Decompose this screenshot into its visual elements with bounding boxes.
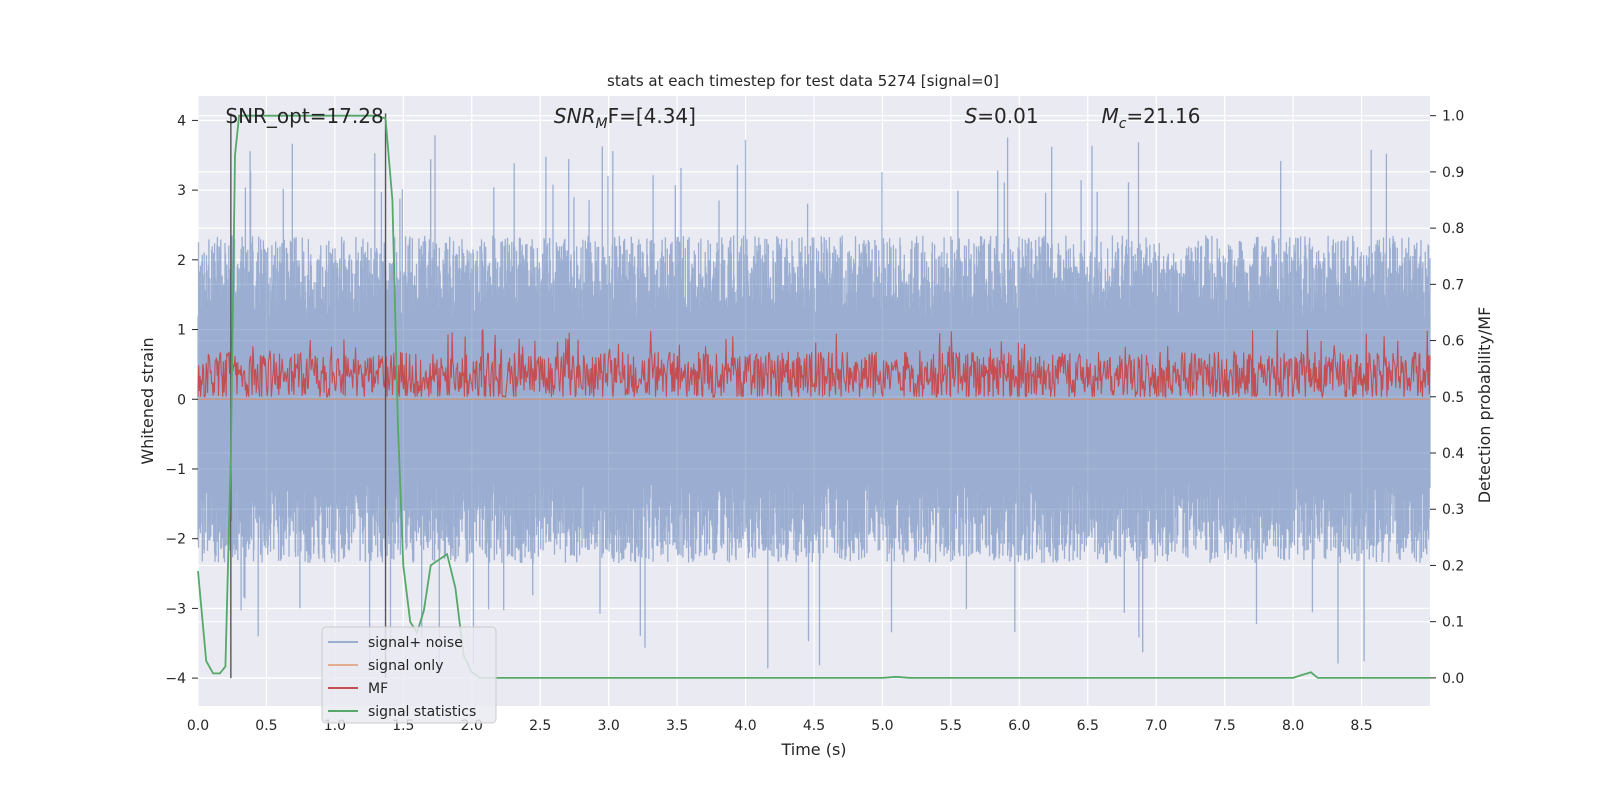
y-right-tick-label: 0.8 [1442, 221, 1464, 237]
x-axis-label: Time (s) [780, 740, 846, 759]
y-left-tick-label: 4 [177, 113, 186, 129]
x-tick-label: 0.5 [255, 718, 277, 734]
legend-box [321, 626, 497, 724]
annotations: SNR_opt=17.28 SNRMF=[4.34] S=0.01 Mc=21.16 [225, 104, 1200, 132]
data-layer [197, 135, 1431, 675]
y-right-tick-label: 1.0 [1442, 109, 1464, 125]
annotation-3: S=0.01 [965, 104, 1039, 128]
y-right-tick-label: 0.2 [1442, 558, 1464, 574]
x-tick-label: 5.5 [940, 718, 962, 734]
y-right-tick-label: 0.0 [1442, 671, 1464, 687]
y-axis-left-label: Whitened strain [138, 337, 157, 464]
y-right-tick-label: 0.4 [1442, 446, 1464, 462]
annotation-2: SNRMF=[4.34] [554, 104, 696, 132]
legend-label-3: MF [368, 681, 388, 697]
y-left-tick-label: −4 [165, 671, 186, 687]
y-right-tick-label: 0.7 [1442, 277, 1464, 293]
x-tick-label: 8.0 [1282, 718, 1304, 734]
annotation-4: Mc=21.16 [1101, 104, 1200, 132]
x-tick-label: 7.0 [1145, 718, 1167, 734]
y-left-tick-label: 3 [177, 183, 186, 199]
signal-statistics-layer [197, 114, 1430, 679]
y-right-tick-label: 0.9 [1442, 165, 1464, 181]
y-left-tick-label: −3 [165, 601, 186, 617]
legend: signal+ noise signal only MF signal statist… [321, 626, 497, 724]
x-tick-label: 4.5 [803, 718, 825, 734]
x-tick-label: 8.5 [1350, 718, 1372, 734]
y-right-tick-label: 0.6 [1442, 334, 1464, 350]
y-left-tick-label: 2 [177, 253, 186, 269]
y-left-tick-label: 0 [177, 392, 186, 408]
annotation-1: SNR_opt=17.28 [225, 104, 383, 128]
x-tick-label: 6.0 [1008, 718, 1030, 734]
x-tick-label: 6.5 [1077, 718, 1099, 734]
chart-title: stats at each timestep for test data 527… [607, 72, 999, 90]
axis-ticks: 0.0 0.5 1.0 1.5 2.0 2.5 3.0 3.5 4.0 4.5 5.0 5.5 6.0 6… [165, 109, 1464, 734]
x-tick-label: 7.5 [1214, 718, 1236, 734]
y-axis-right-label: Detection probability/MF [1475, 307, 1494, 504]
series-mf [197, 329, 1431, 399]
x-tick-label: 5.0 [871, 718, 893, 734]
y-left-tick-label: 1 [177, 323, 186, 339]
y-left-tick-label: −1 [165, 462, 186, 478]
x-tick-label: 3.0 [598, 718, 620, 734]
y-left-tick-label: −2 [165, 532, 186, 548]
x-tick-label: 3.5 [666, 718, 688, 734]
legend-label-4: signal statistics [368, 704, 476, 720]
x-tick-label: 2.5 [529, 718, 551, 734]
legend-label-2: signal only [368, 658, 443, 674]
legend-label-1: signal+ noise [368, 635, 463, 651]
series-signal-statistics [197, 114, 1430, 679]
x-tick-label: 4.0 [734, 718, 756, 734]
y-right-tick-label: 0.1 [1442, 615, 1464, 631]
y-right-tick-label: 0.5 [1442, 390, 1464, 406]
y-right-tick-label: 0.3 [1442, 502, 1464, 518]
x-tick-label: 0.0 [187, 718, 209, 734]
